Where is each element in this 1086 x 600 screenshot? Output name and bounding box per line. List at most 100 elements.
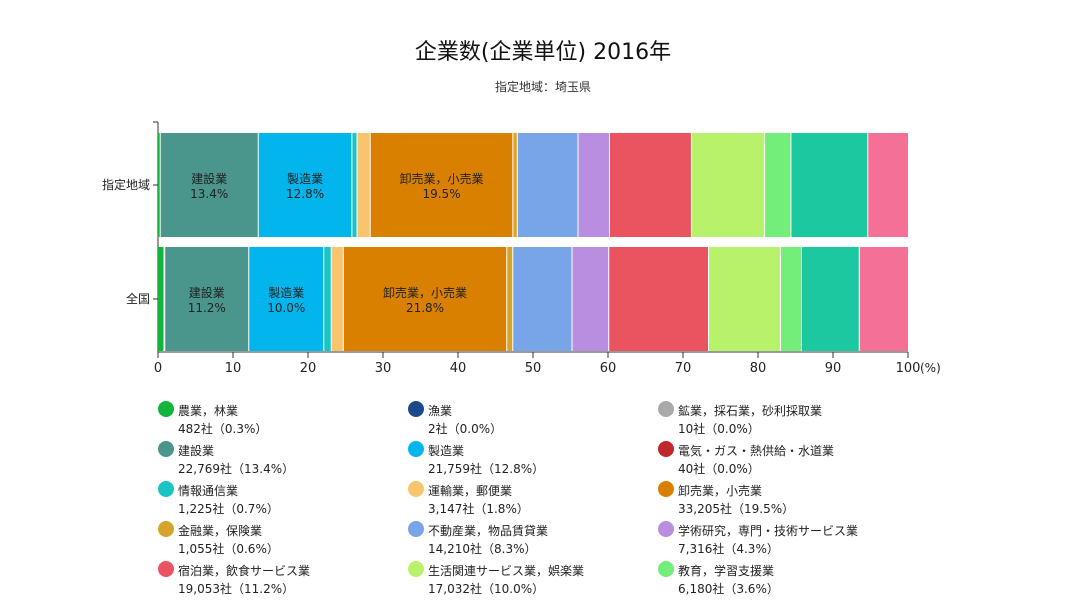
legend-item: 漁業 2社（0.0%）: [408, 400, 658, 440]
bar-segment: [608, 247, 709, 351]
legend-item: 不動産業，物品賃貸業 14,210社（8.3%）: [408, 520, 658, 560]
legend-item-value: 482社（0.3%）: [178, 422, 268, 436]
bar-segment: [351, 133, 358, 237]
legend-swatch-icon: [158, 481, 174, 497]
bar-segment: [512, 133, 518, 237]
chart-title: 企業数(企業単位) 2016年: [414, 40, 672, 65]
bar-segment-pct-label: 19.5%: [422, 187, 460, 201]
bar-segment: [164, 247, 249, 351]
bar-segment: [343, 247, 507, 351]
legend-item: 運輸業，郵便業 3,147社（1.8%）: [408, 480, 658, 520]
legend-item: 建設業 22,769社（13.4%）: [158, 440, 408, 480]
legend-item-value: 1,055社（0.6%）: [178, 542, 279, 556]
legend-item-name: 情報通信業: [178, 484, 239, 498]
bar-segment-name-label: 製造業: [287, 172, 323, 186]
bar-segment: [370, 133, 513, 237]
legend-item-value: 33,205社（19.5%）: [678, 502, 795, 516]
bar-segment: [506, 247, 513, 351]
x-axis-unit: (%): [920, 361, 941, 375]
legend-item-name: 不動産業，物品賃貸業: [428, 524, 549, 538]
legend-item: 農業，林業 482社（0.3%）: [158, 400, 408, 440]
legend-item: 情報通信業 1,225社（0.7%）: [158, 480, 408, 520]
bar-segment-pct-label: 10.0%: [267, 301, 305, 315]
legend-item: 学術研究，専門・技術サービス業 7,316社（4.3%）: [658, 520, 908, 560]
legend-item-name: 電気・ガス・熱供給・水道業: [678, 444, 835, 458]
legend-swatch-icon: [658, 561, 674, 577]
legend-swatch-icon: [658, 481, 674, 497]
legend-swatch-icon: [158, 401, 174, 417]
legend-item-value: 19,053社（11.2%）: [178, 582, 295, 596]
legend-item-value: 40社（0.0%）: [678, 462, 760, 476]
legend-item-value: 21,759社（12.8%）: [428, 462, 545, 476]
legend-item-value: 1,225社（0.7%）: [178, 502, 279, 516]
legend-item-value: 6,180社（3.6%）: [678, 582, 779, 596]
legend-item-name: 生活関連サービス業，娯楽業: [428, 564, 585, 578]
legend-item-name: 漁業: [428, 404, 453, 418]
legend-swatch-icon: [408, 441, 424, 457]
legend-item-value: 2社（0.0%）: [428, 422, 503, 436]
bar-segment-pct-label: 11.2%: [188, 301, 226, 315]
bar-segment: [609, 133, 692, 237]
bar-segment: [780, 247, 802, 351]
chart-subtitle: 指定地域：埼玉県: [494, 80, 591, 94]
bar-segment: [323, 247, 332, 351]
legend-swatch-icon: [158, 561, 174, 577]
legend-swatch-icon: [158, 521, 174, 537]
legend-swatch-icon: [408, 401, 424, 417]
legend-item: 教育，学習支援業 6,180社（3.6%）: [658, 560, 908, 600]
bar-segment: [572, 247, 609, 351]
y-category-label: 指定地域: [102, 177, 150, 192]
bar-segment-pct-label: 21.8%: [406, 301, 444, 315]
legend-item-value: 22,769社（13.4%）: [178, 462, 295, 476]
x-tick-label: 10: [225, 361, 242, 376]
legend-item-name: 金融業，保険業: [178, 524, 263, 538]
legend-item-value: 7,316社（4.3%）: [678, 542, 779, 556]
bar-segment: [764, 133, 791, 237]
bar-segment-pct-label: 13.4%: [190, 187, 228, 201]
legend-item-name: 鉱業，採石業，砂利採取業: [678, 404, 823, 418]
bar-segment-name-label: 建設業: [189, 285, 225, 300]
legend-swatch-icon: [658, 441, 674, 457]
legend-item: 製造業 21,759社（12.8%）: [408, 440, 658, 480]
bar-segment: [790, 133, 868, 237]
legend-swatch-icon: [658, 401, 674, 417]
bar-segment: [331, 247, 344, 351]
bar-segment-name-label: 卸売業，小売業: [383, 285, 467, 300]
bar-segment: [248, 247, 324, 351]
bar-segment: [512, 247, 572, 351]
bar-segment-pct-label: 12.8%: [286, 187, 324, 201]
legend-item-name: 農業，林業: [178, 404, 239, 418]
legend-item: 生活関連サービス業，娯楽業 17,032社（10.0%）: [408, 560, 658, 600]
bar-segment: [258, 133, 352, 237]
legend-item-name: 建設業: [178, 444, 215, 458]
legend-item-name: 製造業: [428, 444, 465, 458]
legend-item-value: 17,032社（10.0%）: [428, 582, 545, 596]
stacked-bar-chart: 0 10 20 30 40 50 60 70 80 90 100 (%)指定地域 建設業13.4%製造業…: [102, 121, 941, 376]
x-tick-label: 100: [896, 361, 921, 376]
legend-item: 金融業，保険業 1,055社（0.6%）: [158, 520, 408, 560]
legend-swatch-icon: [408, 521, 424, 537]
legend-item: 電気・ガス・熱供給・水道業 40社（0.0%）: [658, 440, 908, 480]
legend-item-value: 14,210社（8.3%）: [428, 542, 537, 556]
bar-segment: [691, 133, 765, 237]
legend-item-value: 10社（0.0%）: [678, 422, 760, 436]
legend-item-value: 3,147社（1.8%）: [428, 502, 529, 516]
legend-item-name: 運輸業，郵便業: [428, 484, 513, 498]
bar-segment: [801, 247, 860, 351]
legend-swatch-icon: [158, 441, 174, 457]
x-tick-label: 80: [750, 361, 767, 376]
legend-item-name: 宿泊業，飲食サービス業: [178, 564, 311, 578]
y-category-label: 全国: [126, 291, 150, 306]
bar-segment: [357, 133, 371, 237]
legend-item-name: 卸売業，小売業: [678, 484, 763, 498]
x-tick-label: 0: [154, 361, 162, 376]
legend-swatch-icon: [658, 521, 674, 537]
legend-swatch-icon: [408, 561, 424, 577]
bar-segment: [160, 133, 259, 237]
legend-item-name: 教育，学習支援業: [678, 564, 775, 578]
legend-item: 卸売業，小売業 33,205社（19.5%）: [658, 480, 908, 520]
x-tick-label: 50: [525, 361, 542, 376]
bar-segment: [708, 247, 781, 351]
bar-segment: [867, 133, 908, 237]
x-tick-label: 30: [375, 361, 392, 376]
